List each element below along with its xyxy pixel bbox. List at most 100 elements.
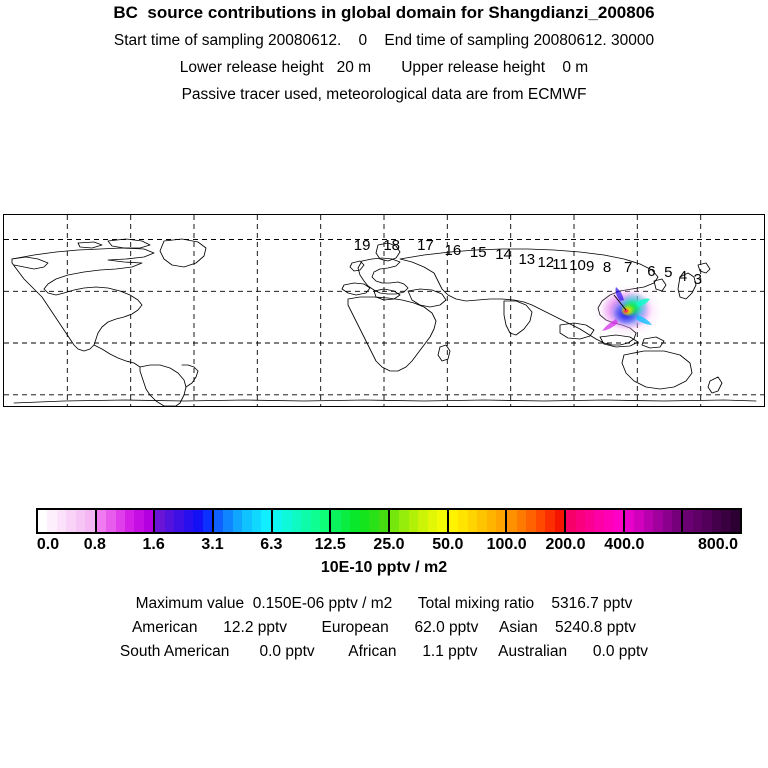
- colorbar-band: [301, 510, 311, 532]
- colorbar-band: [662, 510, 672, 532]
- colorbar-band: [584, 510, 595, 532]
- colorbar-band: [340, 510, 351, 532]
- colorbar-band: [545, 510, 555, 532]
- colorbar-tick-10: 400.0: [604, 536, 645, 553]
- colorbar-tick-5: 12.5: [314, 536, 346, 553]
- release-height-line: Lower release height 20 m Upper release …: [179, 59, 589, 76]
- colorbar-band: [350, 510, 360, 532]
- colorbar-band: [692, 510, 703, 532]
- colorbar-band: [408, 510, 419, 532]
- trajectory-label-10: 10: [569, 256, 586, 274]
- colorbar: [36, 508, 742, 534]
- colorbar-tick-0: 0.0: [36, 536, 60, 553]
- colorbar-band: [272, 510, 283, 532]
- colorbar-segment-8: [507, 510, 567, 532]
- colorbar-band: [535, 510, 546, 532]
- colorbar-band: [56, 510, 67, 532]
- colorbar-band: [702, 510, 712, 532]
- coastlines-layer: [11, 238, 757, 406]
- colorbar-band: [624, 510, 635, 532]
- colorbar-band: [75, 510, 86, 532]
- trajectory-label-7: 7: [624, 259, 633, 277]
- colorbar-band: [721, 510, 731, 532]
- colorbar-unit-label: 10E-10 pptv / m2: [320, 559, 448, 576]
- stats-region-line-2: South American 0.0 pptv African 1.1 pptv…: [119, 643, 649, 660]
- global-map-panel: 19 18 17 16 15 14 13 12 11 10 9 8 7 6 5 4 3: [3, 214, 765, 407]
- colorbar-band: [96, 510, 107, 532]
- colorbar-band: [47, 510, 57, 532]
- colorbar-band: [437, 510, 447, 532]
- colorbar-tick-6: 25.0: [373, 536, 405, 553]
- colorbar-band: [193, 510, 203, 532]
- colorbar-band: [223, 510, 233, 532]
- colorbar-band: [594, 510, 604, 532]
- trajectory-label-11: 11: [552, 255, 568, 273]
- colorbar-segment-7: [448, 510, 508, 532]
- colorbar-gradient: [36, 508, 742, 534]
- colorbar-band: [390, 510, 400, 532]
- colorbar-tick-2: 1.6: [142, 536, 165, 553]
- colorbar-band: [477, 510, 487, 532]
- colorbar-segment-1: [96, 510, 156, 532]
- colorbar-band: [516, 510, 527, 532]
- colorbar-segment-2: [155, 510, 215, 532]
- colorbar-band: [495, 510, 506, 532]
- colorbar-tick-8: 100.0: [486, 536, 527, 553]
- colorbar-band: [155, 510, 165, 532]
- colorbar-band: [319, 510, 330, 532]
- trajectory-label-3: 3: [693, 270, 702, 288]
- colorbar-band: [427, 510, 438, 532]
- colorbar-tick-11: 800.0: [697, 536, 739, 553]
- colorbar-band: [486, 510, 496, 532]
- colorbar-band: [467, 510, 478, 532]
- colorbar-band: [202, 510, 213, 532]
- page-title: BC source contributions in global domain…: [113, 3, 655, 22]
- colorbar-tick-3: 3.1: [201, 536, 224, 553]
- colorbar-segment-11: [683, 510, 741, 532]
- colorbar-tick-7: 50.0: [432, 536, 464, 553]
- colorbar-tick-labels: 0.0 0.8 1.6 3.1 6.3 12.5 25.0 50.0 100.0 200.0 400…: [0, 536, 768, 558]
- trajectory-label-6: 6: [647, 263, 656, 281]
- colorbar-band: [359, 510, 370, 532]
- colorbar-band: [214, 510, 224, 532]
- trajectory-label-4: 4: [678, 267, 688, 285]
- colorbar-band: [399, 510, 409, 532]
- colorbar-band: [310, 510, 320, 532]
- trajectory-label-9: 9: [586, 257, 595, 275]
- colorbar-segment-0: [38, 510, 97, 532]
- colorbar-segment-10: [624, 510, 684, 532]
- colorbar-band: [125, 510, 135, 532]
- colorbar-band: [730, 510, 741, 532]
- colorbar-band: [634, 510, 644, 532]
- stats-region-line-1: American 12.2 pptv European 62.0 pptv As…: [131, 619, 637, 636]
- colorbar-band: [711, 510, 722, 532]
- colorbar-band: [448, 510, 459, 532]
- colorbar-band: [566, 510, 576, 532]
- colorbar-band: [418, 510, 428, 532]
- colorbar-band: [183, 510, 194, 532]
- trajectory-label-17: 17: [417, 236, 434, 254]
- world-map-svg: [4, 215, 764, 406]
- colorbar-segment-5: [331, 510, 391, 532]
- colorbar-segment-9: [566, 510, 625, 532]
- trajectory-label-16: 16: [444, 242, 462, 260]
- colorbar-band: [38, 510, 48, 532]
- colorbar-band: [603, 510, 614, 532]
- colorbar-band: [683, 510, 693, 532]
- trajectory-label-19: 19: [353, 236, 371, 254]
- colorbar-band: [85, 510, 95, 532]
- colorbar-band: [115, 510, 126, 532]
- trajectory-label-15: 15: [469, 244, 487, 262]
- colorbar-band: [282, 510, 292, 532]
- colorbar-band: [106, 510, 116, 532]
- colorbar-band: [66, 510, 76, 532]
- colorbar-band: [331, 510, 341, 532]
- trajectory-label-14: 14: [495, 246, 512, 264]
- colorbar-segment-4: [272, 510, 332, 532]
- colorbar-band: [242, 510, 252, 532]
- colorbar-tick-1: 0.8: [83, 536, 106, 553]
- colorbar-band: [458, 510, 468, 532]
- colorbar-band: [613, 510, 623, 532]
- colorbar-band: [251, 510, 262, 532]
- tracer-meteorology-line: Passive tracer used, meteorological data…: [181, 86, 587, 103]
